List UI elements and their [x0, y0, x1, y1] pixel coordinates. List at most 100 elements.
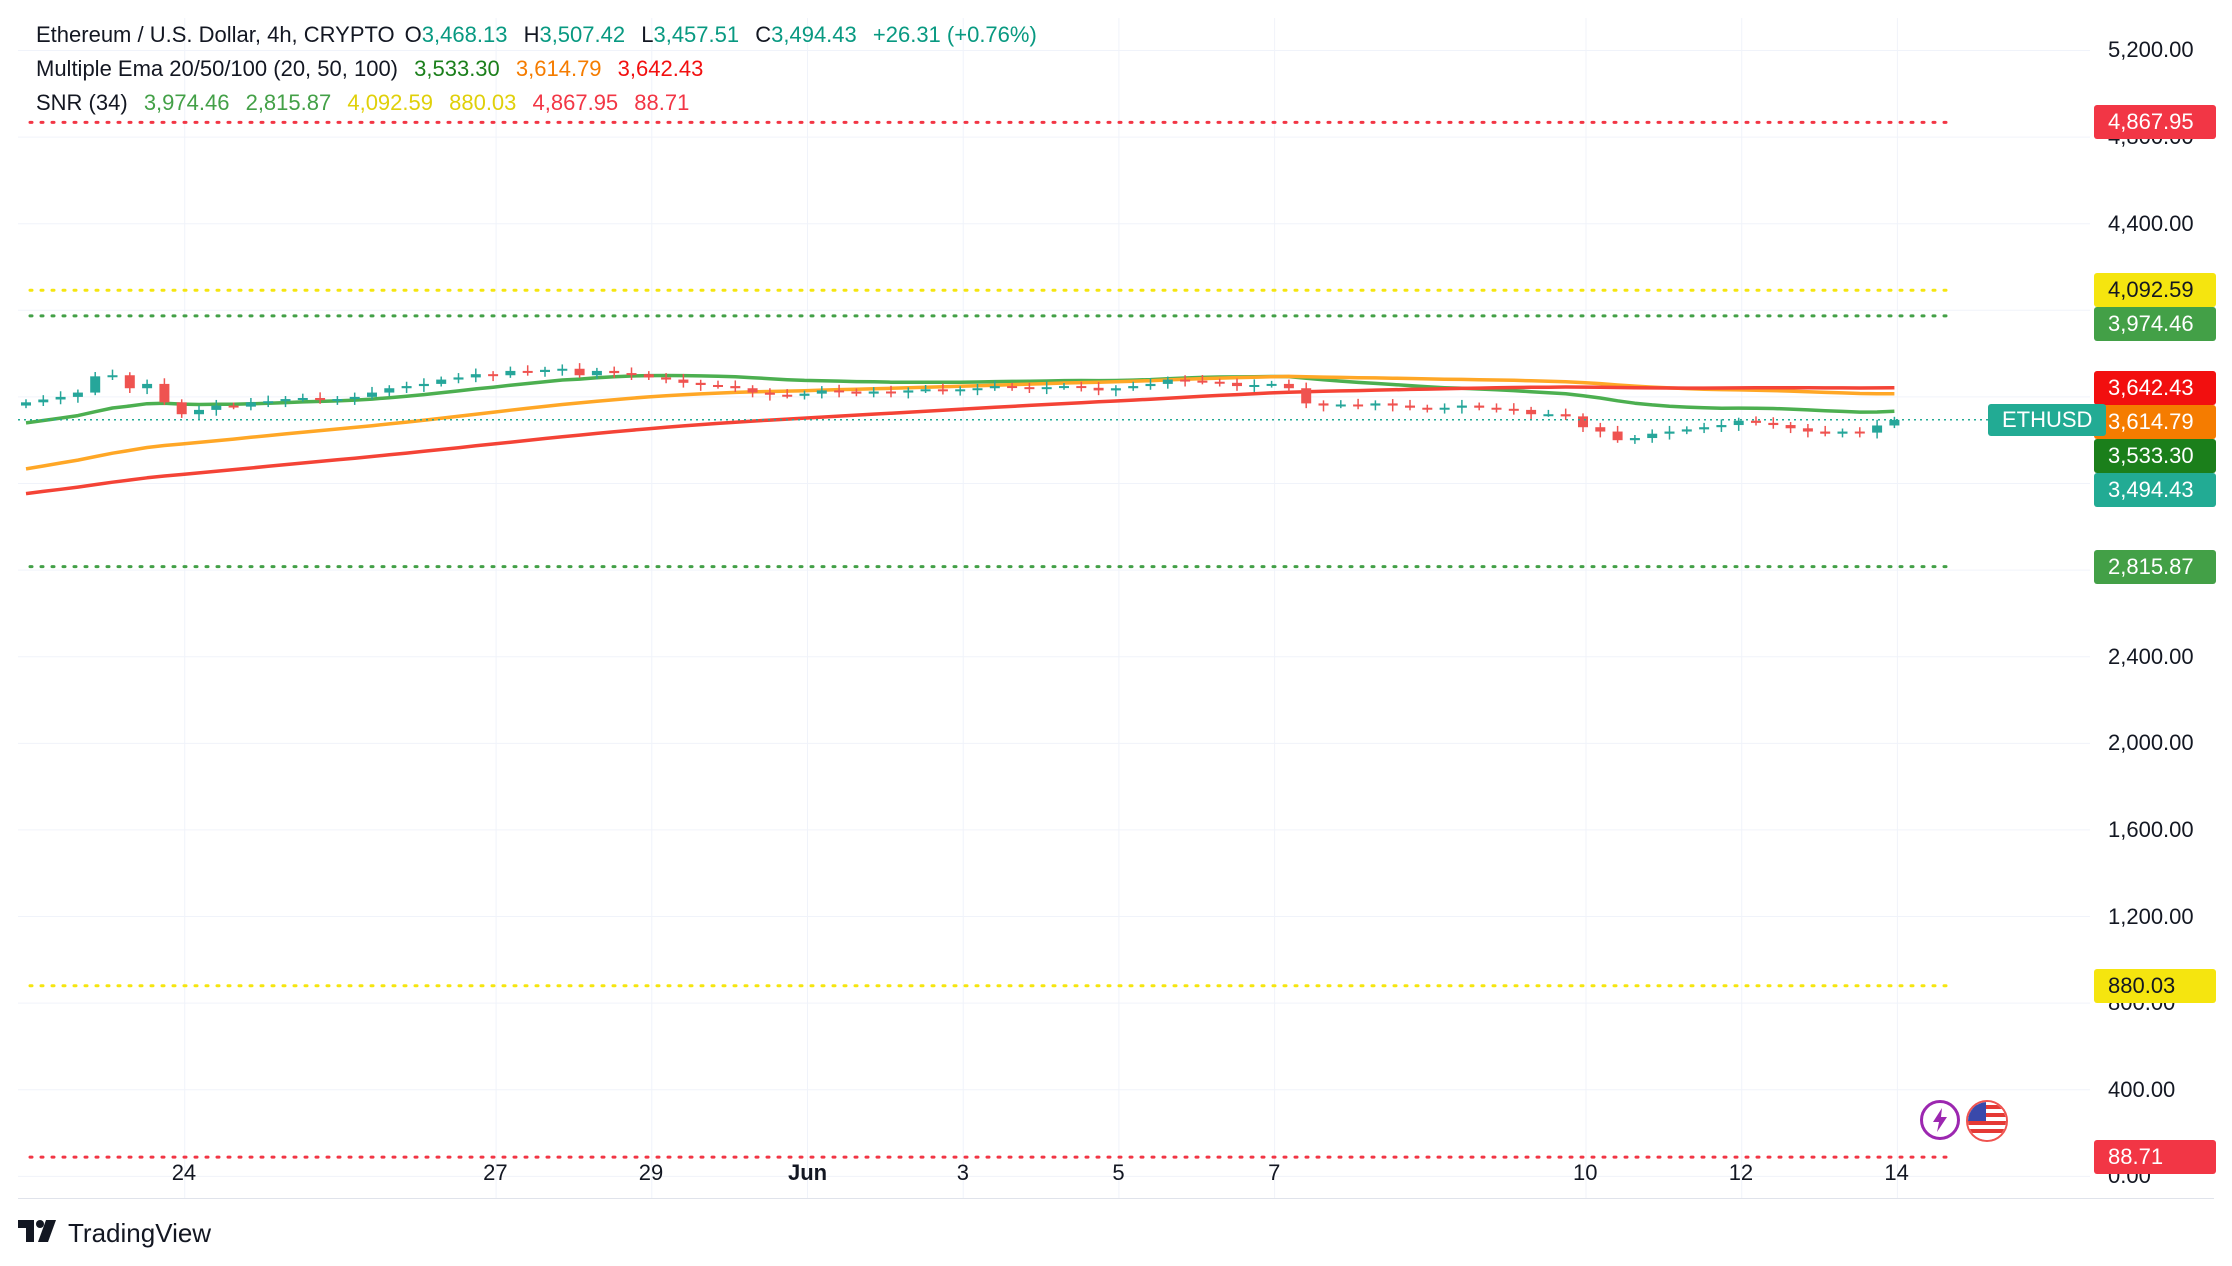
- candle-body: [332, 399, 343, 402]
- candle-body: [453, 377, 464, 380]
- candle-body: [1474, 405, 1485, 408]
- ema-legend[interactable]: Multiple Ema 20/50/100 (20, 50, 100) 3,5…: [36, 54, 713, 84]
- time-axis-label: Jun: [788, 1160, 828, 1185]
- candle-body: [505, 370, 516, 376]
- candle-body: [1283, 383, 1294, 389]
- price-tag: 4,092.59: [2094, 273, 2216, 308]
- candle-body: [713, 384, 723, 387]
- price-tag: 3,642.43: [2094, 370, 2216, 405]
- open-label: O: [404, 22, 422, 47]
- candle-body: [782, 394, 793, 397]
- high-label: H: [523, 22, 540, 47]
- ohlc-legend: Ethereum / U.S. Dollar, 4h, CRYPTO O3,468…: [36, 20, 1047, 50]
- candle-body: [1526, 409, 1537, 415]
- candle-body: [1076, 386, 1087, 389]
- time-axis-label: 5: [1112, 1160, 1125, 1185]
- price-axis-label: 400.00: [2108, 1076, 2176, 1102]
- candle-body: [349, 396, 360, 400]
- candle-body: [194, 409, 204, 415]
- candle-body: [1214, 381, 1225, 384]
- candle-body: [816, 390, 827, 394]
- candle-body: [1093, 387, 1104, 391]
- candle-body: [747, 388, 758, 393]
- price-tag: 4,867.95: [2094, 105, 2216, 140]
- candle-body: [1318, 403, 1329, 406]
- candle-body: [834, 390, 845, 393]
- candle-body: [1716, 425, 1727, 428]
- candle-body: [989, 386, 1000, 389]
- candle-body: [851, 391, 862, 394]
- price-tag: 2,815.87: [2094, 549, 2216, 584]
- candle-body: [574, 368, 585, 376]
- candle-body: [1768, 422, 1779, 426]
- symbol-title[interactable]: Ethereum / U.S. Dollar, 4h, CRYPTO: [36, 22, 395, 47]
- candle-body: [591, 370, 602, 376]
- snr-value-3: 4,092.59: [347, 90, 433, 115]
- candle-body: [1335, 404, 1346, 407]
- candle-body: [1405, 405, 1415, 408]
- candle-body: [678, 379, 689, 383]
- candle-body: [107, 375, 118, 378]
- candle-body: [1751, 420, 1761, 423]
- candle-body: [1197, 380, 1208, 383]
- chart-grid: [18, 18, 2090, 1198]
- time-axis-label: 14: [1884, 1160, 1909, 1185]
- candle-body: [1162, 379, 1173, 384]
- candle-body: [228, 405, 239, 408]
- candle-body: [1681, 429, 1692, 432]
- time-axis-label: 12: [1728, 1160, 1754, 1185]
- snr-legend[interactable]: SNR (34) 3,974.46 2,815.87 4,092.59 880.…: [36, 88, 699, 118]
- us-flag-icon[interactable]: [1966, 1100, 2008, 1142]
- candle-body: [1145, 383, 1156, 387]
- candle-body: [1491, 407, 1502, 410]
- candle-body: [1387, 403, 1398, 406]
- candle-body: [401, 386, 412, 389]
- candle-body: [1024, 387, 1035, 390]
- candle-body: [903, 390, 914, 393]
- candle-body: [1370, 403, 1381, 406]
- candle-body: [245, 402, 256, 407]
- open-value: 3,468.13: [421, 22, 508, 47]
- snr-value-1: 3,974.46: [143, 90, 230, 115]
- candle-body: [643, 374, 654, 378]
- candle-body: [799, 393, 810, 396]
- candle-body: [972, 388, 983, 391]
- low-label: L: [641, 22, 654, 47]
- ema20-value: 3,533.30: [414, 56, 500, 81]
- candle-body: [1647, 433, 1658, 439]
- candle-body: [1110, 388, 1121, 391]
- candle-body: [1041, 387, 1052, 390]
- candle-body: [297, 397, 308, 400]
- snr-value-5: 4,867.95: [532, 90, 619, 115]
- candle-body: [886, 391, 896, 394]
- close-value: 3,494.43: [771, 22, 857, 47]
- ema-title: Multiple Ema 20/50/100 (20, 50, 100): [36, 56, 399, 81]
- candle-body: [38, 399, 49, 403]
- price-tag: 3,494.43: [2094, 472, 2216, 507]
- low-value: 3,457.51: [653, 22, 740, 47]
- candles: [21, 363, 1900, 444]
- candle-body: [1249, 384, 1260, 387]
- high-value: 3,507.42: [539, 22, 626, 47]
- price-axis-label: 1,200.00: [2108, 903, 2194, 929]
- candle-body: [488, 374, 499, 377]
- candle-body: [1837, 431, 1848, 434]
- candle-body: [263, 401, 274, 404]
- candle-body: [937, 389, 948, 392]
- candle-body: [1733, 420, 1744, 426]
- candle-body: [1508, 408, 1519, 411]
- candle-body: [540, 369, 550, 372]
- change-value: +26.31 (+0.76%): [872, 22, 1037, 47]
- time-axis-label: 3: [956, 1160, 969, 1185]
- candle-body: [211, 405, 222, 410]
- time-axis-label: 7: [1268, 1160, 1281, 1185]
- candle-body: [1456, 405, 1467, 408]
- candle-body: [367, 392, 377, 397]
- candle-body: [72, 392, 83, 397]
- price-tag: 880.03: [2094, 968, 2216, 1003]
- snr-title: SNR (34): [36, 90, 128, 115]
- tradingview-logo[interactable]: TradingView: [18, 1218, 211, 1249]
- lightning-icon[interactable]: [1920, 1100, 1960, 1140]
- time-axis-label: 29: [638, 1160, 664, 1185]
